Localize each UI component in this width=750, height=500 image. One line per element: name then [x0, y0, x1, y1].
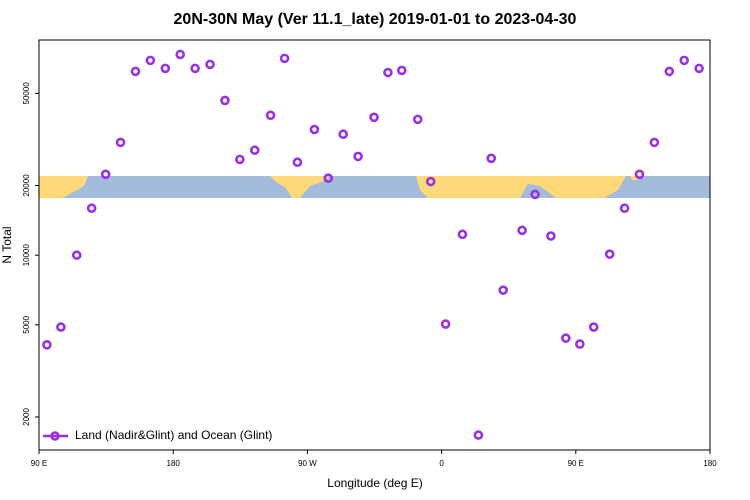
plot-frame — [38, 39, 711, 451]
x-tick-label: 90 E — [31, 459, 47, 468]
data-point — [412, 114, 423, 125]
x-tick-label: 90 E — [568, 459, 584, 468]
x-tick-label: 0 — [439, 459, 444, 468]
data-point — [473, 430, 484, 440]
data-point — [694, 63, 704, 74]
data-point — [265, 110, 276, 121]
x-axis-label: Longitude (deg E) — [327, 476, 422, 490]
data-point — [130, 66, 141, 77]
data-point — [309, 124, 320, 135]
data-point — [546, 231, 556, 241]
data-point — [338, 129, 348, 140]
data-point — [561, 333, 571, 343]
data-point — [634, 169, 645, 180]
data-point — [575, 339, 585, 349]
data-point — [383, 67, 393, 78]
data-point — [56, 322, 66, 332]
y-tick-label: 20000 — [22, 174, 31, 197]
data-point — [604, 249, 615, 259]
data-point — [517, 225, 527, 236]
data-point — [664, 66, 675, 77]
data-point — [440, 319, 451, 329]
x-tick-label: 180 — [167, 459, 181, 468]
data-point — [86, 203, 97, 214]
chart-title: 20N-30N May (Ver 11.1_late) 2019-01-01 t… — [174, 11, 577, 28]
y-tick-label: 5000 — [22, 315, 31, 333]
data-point — [279, 53, 290, 64]
data-point — [205, 59, 215, 70]
data-point — [649, 137, 660, 148]
data-point — [588, 322, 599, 332]
data-point — [425, 176, 436, 187]
data-point — [369, 112, 379, 123]
data-point — [235, 154, 245, 165]
y-tick-label: 50000 — [22, 82, 31, 105]
data-point — [530, 189, 540, 200]
data-point — [42, 340, 52, 350]
data-point — [486, 153, 497, 164]
y-tick-label: 10000 — [22, 243, 31, 266]
data-point — [353, 151, 363, 162]
data-point — [71, 250, 82, 260]
data-point — [396, 65, 407, 76]
map-strip — [39, 176, 710, 198]
data-point — [249, 145, 260, 156]
data-point — [160, 63, 171, 74]
data-point — [100, 169, 111, 180]
data-point — [457, 229, 468, 240]
data-point — [190, 63, 200, 74]
data-point — [498, 285, 508, 295]
data-point — [323, 173, 334, 184]
y-axis-label: N Total — [0, 226, 14, 263]
data-point — [175, 49, 186, 60]
data-point — [115, 137, 126, 148]
legend-label: Land (Nadir&Glint) and Ocean (Glint) — [75, 428, 272, 442]
data-point — [220, 95, 230, 106]
data-point — [145, 55, 156, 66]
data-point — [292, 157, 303, 168]
data-point — [619, 203, 630, 214]
data-point — [679, 55, 690, 66]
legend-marker — [50, 431, 60, 441]
x-tick-label: 90 W — [298, 459, 317, 468]
x-tick-label: 180 — [703, 459, 717, 468]
y-tick-label: 2000 — [22, 408, 31, 426]
